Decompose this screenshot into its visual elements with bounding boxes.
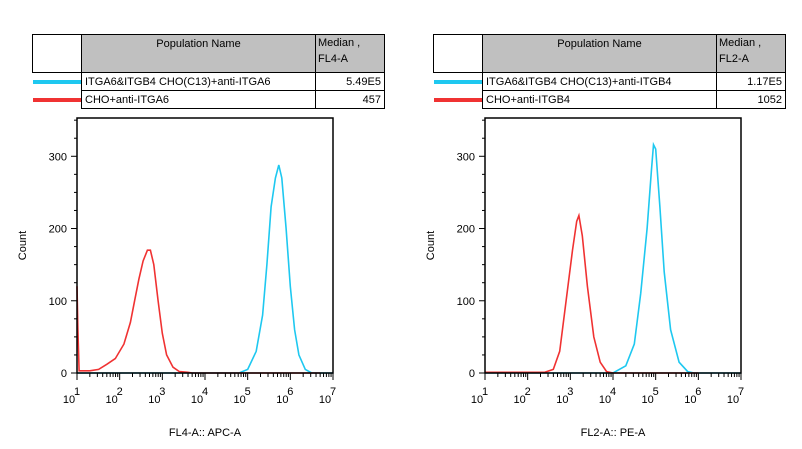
x-tick-label-base: 10 bbox=[556, 394, 568, 406]
x-tick-label-exponent: 7 bbox=[330, 386, 336, 398]
x-tick-label-exponent: 4 bbox=[610, 386, 616, 398]
cyan-swatch bbox=[433, 79, 482, 84]
y-tick-label: 200 bbox=[49, 224, 67, 236]
x-tick-label-exponent: 7 bbox=[738, 386, 744, 398]
y-tick-label: 100 bbox=[49, 296, 67, 308]
x-tick-label-exponent: 2 bbox=[525, 386, 531, 398]
histogram-series-cyan bbox=[485, 141, 741, 374]
x-tick-label-exponent: 3 bbox=[567, 386, 573, 398]
population-name-header: Population Name bbox=[81, 34, 316, 73]
x-tick-label-exponent: 2 bbox=[117, 386, 123, 398]
x-tick-label-base: 10 bbox=[684, 394, 696, 406]
population-name: ITGA6&ITGB4 CHO(C13)+anti-ITGA6 bbox=[81, 72, 316, 91]
x-tick-label-base: 10 bbox=[642, 394, 654, 406]
x-tick-label-exponent: 6 bbox=[287, 386, 293, 398]
population-name: CHO+anti-ITGA6 bbox=[81, 90, 316, 109]
x-tick-label-exponent: 5 bbox=[245, 386, 251, 398]
median-header: Median , FL4-A bbox=[315, 34, 385, 73]
y-axis-label: Count bbox=[425, 231, 437, 260]
histogram-series-cyan bbox=[77, 164, 333, 374]
histogram-series-red bbox=[485, 212, 699, 374]
red-swatch bbox=[32, 97, 81, 102]
x-tick-label-exponent: 1 bbox=[482, 386, 488, 398]
x-tick-label-base: 10 bbox=[148, 394, 160, 406]
legend-row: ITGA6&ITGB4 CHO(C13)+anti-ITGA6 5.49E5 bbox=[32, 72, 385, 91]
x-tick-label-exponent: 5 bbox=[653, 386, 659, 398]
y-tick-label: 300 bbox=[457, 151, 475, 163]
y-axis-label: Count bbox=[17, 231, 29, 260]
median-value: 1052 bbox=[716, 90, 786, 109]
plot-frame bbox=[484, 117, 742, 374]
x-tick-label-exponent: 4 bbox=[202, 386, 208, 398]
y-tick-label: 0 bbox=[469, 368, 475, 380]
x-tick-label-exponent: 1 bbox=[74, 386, 80, 398]
x-axis-label: FL4-A:: APC-A bbox=[169, 427, 242, 439]
x-tick-label-base: 10 bbox=[106, 394, 118, 406]
median-value: 5.49E5 bbox=[315, 72, 385, 91]
median-header: Median , FL2-A bbox=[716, 34, 786, 73]
population-name: CHO+anti-ITGB4 bbox=[482, 90, 717, 109]
x-tick-label-exponent: 6 bbox=[695, 386, 701, 398]
legend-row: CHO+anti-ITGB4 1052 bbox=[433, 90, 786, 109]
y-tick-label: 0 bbox=[61, 368, 67, 380]
median-value: 457 bbox=[315, 90, 385, 109]
y-tick-label: 200 bbox=[457, 224, 475, 236]
x-tick-label-base: 10 bbox=[276, 394, 288, 406]
x-tick-label-base: 10 bbox=[599, 394, 611, 406]
x-tick-label-base: 10 bbox=[514, 394, 526, 406]
plot-frame bbox=[76, 117, 334, 374]
x-tick-label-exponent: 3 bbox=[159, 386, 165, 398]
x-tick-label-base: 10 bbox=[191, 394, 203, 406]
x-tick-label-base: 10 bbox=[471, 394, 483, 406]
x-tick-label-base: 10 bbox=[63, 394, 75, 406]
x-tick-label-base: 10 bbox=[234, 394, 246, 406]
population-name-header: Population Name bbox=[482, 34, 717, 73]
legend-row: CHO+anti-ITGA6 457 bbox=[32, 90, 385, 109]
cyan-swatch bbox=[32, 79, 81, 84]
y-tick-label: 100 bbox=[457, 296, 475, 308]
legend-table-right: Population Name Median , FL2-A ITGA6&ITGB… bbox=[433, 34, 786, 109]
x-tick-label-base: 10 bbox=[727, 394, 739, 406]
x-tick-label-base: 10 bbox=[319, 394, 331, 406]
y-tick-label: 300 bbox=[49, 151, 67, 163]
x-axis-label: FL2-A:: PE-A bbox=[581, 427, 646, 439]
histogram-series-red bbox=[76, 249, 321, 374]
legend-table-left: Population Name Median , FL4-A ITGA6&ITGB… bbox=[32, 34, 385, 109]
red-swatch bbox=[433, 97, 482, 102]
